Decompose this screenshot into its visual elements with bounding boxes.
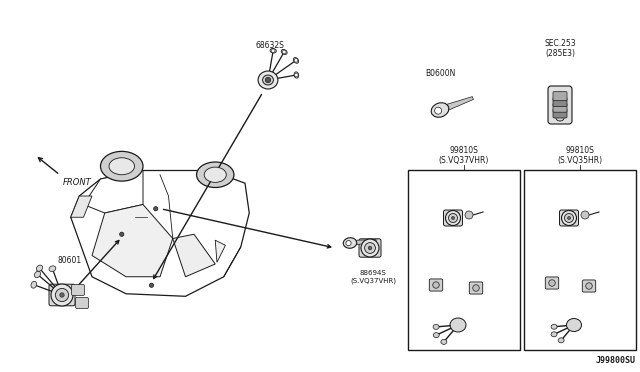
Ellipse shape xyxy=(433,333,439,338)
Text: 68632S: 68632S xyxy=(255,41,284,50)
Circle shape xyxy=(60,293,64,297)
Polygon shape xyxy=(215,240,225,262)
Circle shape xyxy=(586,283,592,289)
Circle shape xyxy=(568,217,570,219)
FancyBboxPatch shape xyxy=(429,279,443,291)
Circle shape xyxy=(361,239,379,257)
Text: 80601: 80601 xyxy=(57,256,81,265)
Circle shape xyxy=(266,77,271,83)
Polygon shape xyxy=(173,234,215,277)
Ellipse shape xyxy=(551,332,557,337)
Ellipse shape xyxy=(258,71,278,89)
Ellipse shape xyxy=(49,266,56,272)
Circle shape xyxy=(282,50,286,54)
Circle shape xyxy=(271,49,275,52)
Circle shape xyxy=(561,211,577,225)
Text: 99810S
(S.VQ37VHR): 99810S (S.VQ37VHR) xyxy=(439,145,489,165)
Ellipse shape xyxy=(100,151,143,181)
Ellipse shape xyxy=(441,339,447,344)
Ellipse shape xyxy=(262,75,273,85)
Ellipse shape xyxy=(558,338,564,343)
FancyBboxPatch shape xyxy=(76,298,88,308)
FancyBboxPatch shape xyxy=(359,239,381,257)
FancyBboxPatch shape xyxy=(582,280,596,292)
Circle shape xyxy=(564,214,573,222)
Text: 88694S
(S.VQ37VHR): 88694S (S.VQ37VHR) xyxy=(350,270,396,283)
Text: SEC.253
(285E3): SEC.253 (285E3) xyxy=(544,39,576,58)
Ellipse shape xyxy=(433,324,439,330)
Ellipse shape xyxy=(204,167,227,182)
Circle shape xyxy=(445,211,461,225)
Circle shape xyxy=(346,241,351,246)
FancyBboxPatch shape xyxy=(548,86,572,124)
Ellipse shape xyxy=(556,115,564,121)
Ellipse shape xyxy=(431,103,449,117)
FancyBboxPatch shape xyxy=(553,97,567,106)
FancyBboxPatch shape xyxy=(553,109,567,118)
Circle shape xyxy=(51,284,73,306)
FancyBboxPatch shape xyxy=(553,92,567,101)
Ellipse shape xyxy=(109,158,134,175)
Circle shape xyxy=(581,211,589,219)
FancyBboxPatch shape xyxy=(49,284,75,306)
Circle shape xyxy=(294,73,298,77)
Circle shape xyxy=(548,280,556,286)
Polygon shape xyxy=(447,97,474,110)
FancyBboxPatch shape xyxy=(72,285,84,295)
FancyBboxPatch shape xyxy=(553,103,567,112)
Ellipse shape xyxy=(450,318,466,332)
Bar xyxy=(524,170,636,350)
Ellipse shape xyxy=(293,58,299,63)
Ellipse shape xyxy=(566,318,582,331)
Ellipse shape xyxy=(31,281,36,288)
Polygon shape xyxy=(356,240,376,245)
Ellipse shape xyxy=(281,49,287,54)
Circle shape xyxy=(365,243,376,253)
Text: FRONT: FRONT xyxy=(63,178,92,187)
Circle shape xyxy=(56,288,68,302)
Polygon shape xyxy=(71,170,249,296)
Text: B0600N: B0600N xyxy=(425,69,455,78)
Bar xyxy=(408,170,520,350)
Circle shape xyxy=(451,217,454,219)
Text: 99810S
(S.VQ35HR): 99810S (S.VQ35HR) xyxy=(557,145,603,165)
FancyBboxPatch shape xyxy=(469,282,483,294)
Circle shape xyxy=(449,214,458,222)
Circle shape xyxy=(154,206,158,211)
Ellipse shape xyxy=(294,72,299,78)
Ellipse shape xyxy=(35,271,40,278)
Ellipse shape xyxy=(343,238,356,248)
Circle shape xyxy=(433,282,439,288)
Ellipse shape xyxy=(36,265,43,271)
Circle shape xyxy=(435,107,442,114)
Polygon shape xyxy=(83,170,143,213)
Circle shape xyxy=(465,211,473,219)
Polygon shape xyxy=(71,196,92,217)
Text: J99800SU: J99800SU xyxy=(595,356,635,365)
Circle shape xyxy=(294,58,298,62)
Circle shape xyxy=(149,283,154,288)
Polygon shape xyxy=(92,205,173,277)
FancyBboxPatch shape xyxy=(559,210,579,226)
Circle shape xyxy=(368,246,372,250)
FancyBboxPatch shape xyxy=(545,277,559,289)
Circle shape xyxy=(120,232,124,236)
Ellipse shape xyxy=(270,48,276,53)
Ellipse shape xyxy=(551,324,557,329)
FancyBboxPatch shape xyxy=(444,210,463,226)
Ellipse shape xyxy=(196,162,234,187)
Circle shape xyxy=(473,285,479,291)
